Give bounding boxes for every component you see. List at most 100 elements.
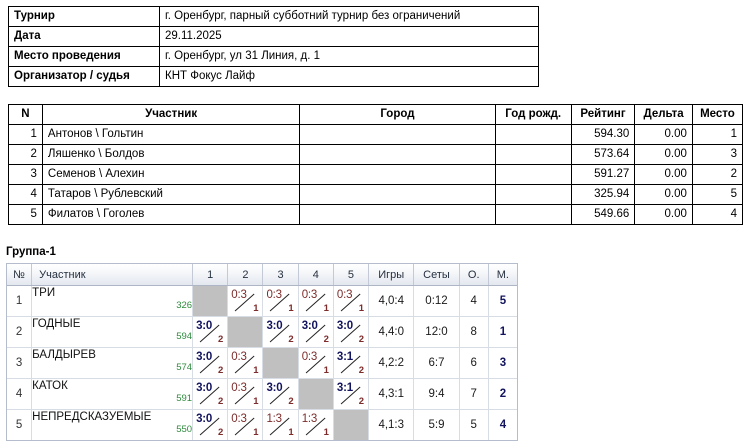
participant-name: Ляшенко \ Болдов — [41, 144, 301, 165]
group-participant-rating: 326 — [176, 300, 193, 311]
score-points: 1 — [323, 365, 329, 376]
score-value: 3:1 — [336, 351, 353, 363]
group-row: 4 КАТОК 591 3:0 2 0:3 1 3:0 2 3:1 2 4,3:1 9:4 7 2 — [7, 378, 517, 410]
score-block: 1:3 1 — [299, 410, 333, 440]
participant-rating: 549.66 — [570, 204, 636, 225]
group-sets: 5:9 — [413, 409, 460, 440]
participant-birth-year — [494, 184, 572, 205]
group-participant-name: ГОДНЫЕ — [32, 318, 81, 330]
group-header-sets: Сеты — [413, 264, 460, 286]
group-table-wrapper: № Участник 1 2 3 4 5 Игры Сеты О. М. 1 ТРИ 326 0:3 1 0:… — [6, 263, 518, 441]
score-block: 3:0 2 — [299, 317, 333, 347]
group-header-opponent-3: 3 — [262, 264, 299, 286]
group-score-cell: 3:0 2 — [192, 347, 229, 379]
score-value: 0:3 — [336, 289, 353, 301]
group-caption: Группа-1 — [6, 246, 56, 258]
score-value: 3:0 — [196, 320, 213, 332]
info-value: г. Оренбург, парный субботний турнир без… — [159, 6, 539, 27]
score-points: 1 — [358, 303, 365, 314]
score-points: 1 — [253, 396, 259, 407]
score-block: 0:3 1 — [228, 286, 262, 316]
participant-name: Семенов \ Алехин — [41, 164, 301, 185]
participant-birth-year — [494, 204, 572, 225]
participant-delta: 0.00 — [634, 144, 693, 165]
group-place: 1 — [488, 316, 517, 348]
group-sets: 0:12 — [413, 285, 460, 317]
score-block: 3:0 2 — [263, 317, 297, 347]
participant-delta: 0.00 — [634, 164, 693, 185]
score-block: 3:0 2 — [263, 379, 297, 409]
score-points: 2 — [217, 365, 224, 376]
group-sets: 6:7 — [413, 347, 460, 379]
score-points: 2 — [358, 365, 365, 376]
group-header-opponent-2: 2 — [227, 264, 264, 286]
group-score-cell: 3:0 2 — [192, 409, 229, 440]
score-points: 2 — [217, 427, 224, 438]
score-value: 1:3 — [301, 413, 318, 425]
participant-birth-year — [494, 144, 572, 165]
participant-city — [299, 204, 496, 225]
group-header-games: Игры — [368, 264, 415, 286]
score-value: 0:3 — [231, 351, 247, 363]
info-row: Дата 29.11.2025 — [8, 26, 539, 47]
group-header-points: О. — [459, 264, 489, 286]
participants-body: 1 Антонов \ Гольтин 594.30 0.00 1 2 Ляшенко \ … — [8, 124, 744, 225]
group-place: 4 — [488, 409, 517, 440]
score-points: 2 — [358, 334, 365, 345]
participants-header-cell: Место — [691, 104, 744, 125]
group-games: 4,1:3 — [368, 409, 415, 440]
group-head: № Участник 1 2 3 4 5 Игры Сеты О. М. — [7, 264, 517, 286]
score-block: 1:3 1 — [263, 410, 297, 440]
score-value: 0:3 — [301, 289, 318, 301]
group-row-index: 3 — [7, 347, 33, 379]
score-block: 0:3 1 — [228, 379, 262, 409]
group-diagonal-cell — [298, 378, 334, 410]
score-block: 3:0 2 — [193, 379, 227, 409]
participant-place: 3 — [691, 144, 744, 165]
tournament-info-table: Турнир г. Оренбург, парный субботний турн… — [8, 6, 539, 87]
group-score-cell: 0:3 1 — [227, 409, 264, 440]
group-score-cell: 3:0 2 — [262, 316, 299, 348]
group-score-cell: 0:3 1 — [227, 285, 264, 317]
group-header-num: № — [7, 264, 33, 286]
group-participant-cell: ГОДНЫЕ 594 — [31, 316, 194, 348]
participant-place: 2 — [691, 164, 744, 185]
score-block: 0:3 1 — [263, 286, 297, 316]
group-score-cell: 1:3 1 — [298, 409, 334, 440]
score-value: 3:0 — [196, 382, 213, 394]
participant-index: 1 — [8, 124, 43, 145]
participants-head: N Участник Город Год рожд. Рейтинг Дельта Мест… — [8, 104, 744, 125]
participant-place: 1 — [691, 124, 744, 145]
score-value: 0:3 — [231, 382, 247, 394]
group-place: 2 — [488, 378, 517, 410]
group-header-opponent-1: 1 — [192, 264, 229, 286]
participants-header-row: N Участник Город Год рожд. Рейтинг Дельта Мест… — [8, 104, 744, 125]
group-diagonal-cell — [192, 285, 229, 317]
participant-index: 2 — [8, 144, 43, 165]
score-value: 3:0 — [266, 320, 283, 332]
score-points: 2 — [288, 334, 294, 345]
score-block: 3:1 2 — [334, 379, 368, 409]
score-points: 2 — [323, 334, 329, 345]
participant-delta: 0.00 — [634, 124, 693, 145]
group-score-cell: 0:3 1 — [227, 347, 264, 379]
score-points: 2 — [358, 396, 365, 407]
group-points: 4 — [459, 285, 489, 317]
group-row: 2 ГОДНЫЕ 594 3:0 2 3:0 2 3:0 2 3:0 2 4,4:0 12:0 8 1 — [7, 316, 517, 348]
group-sets: 9:4 — [413, 378, 460, 410]
group-score-cell: 3:0 2 — [262, 378, 299, 410]
group-row: 1 ТРИ 326 0:3 1 0:3 1 0:3 1 0:3 1 4,0:4 0:12 4 5 — [7, 285, 517, 317]
group-games: 4,2:2 — [368, 347, 415, 379]
info-row: Турнир г. Оренбург, парный субботний турн… — [8, 6, 539, 27]
participant-birth-year — [494, 164, 572, 185]
participants-header-cell: Дельта — [634, 104, 693, 125]
info-label: Место проведения — [8, 46, 160, 67]
group-participant-rating: 550 — [176, 424, 193, 435]
participant-city — [299, 184, 496, 205]
info-value: КНТ Фокус Лайф — [159, 66, 539, 87]
group-score-cell: 3:1 2 — [333, 347, 370, 379]
score-value: 0:3 — [231, 413, 247, 425]
group-participant-rating: 594 — [176, 331, 193, 342]
score-block: 0:3 1 — [228, 348, 262, 378]
